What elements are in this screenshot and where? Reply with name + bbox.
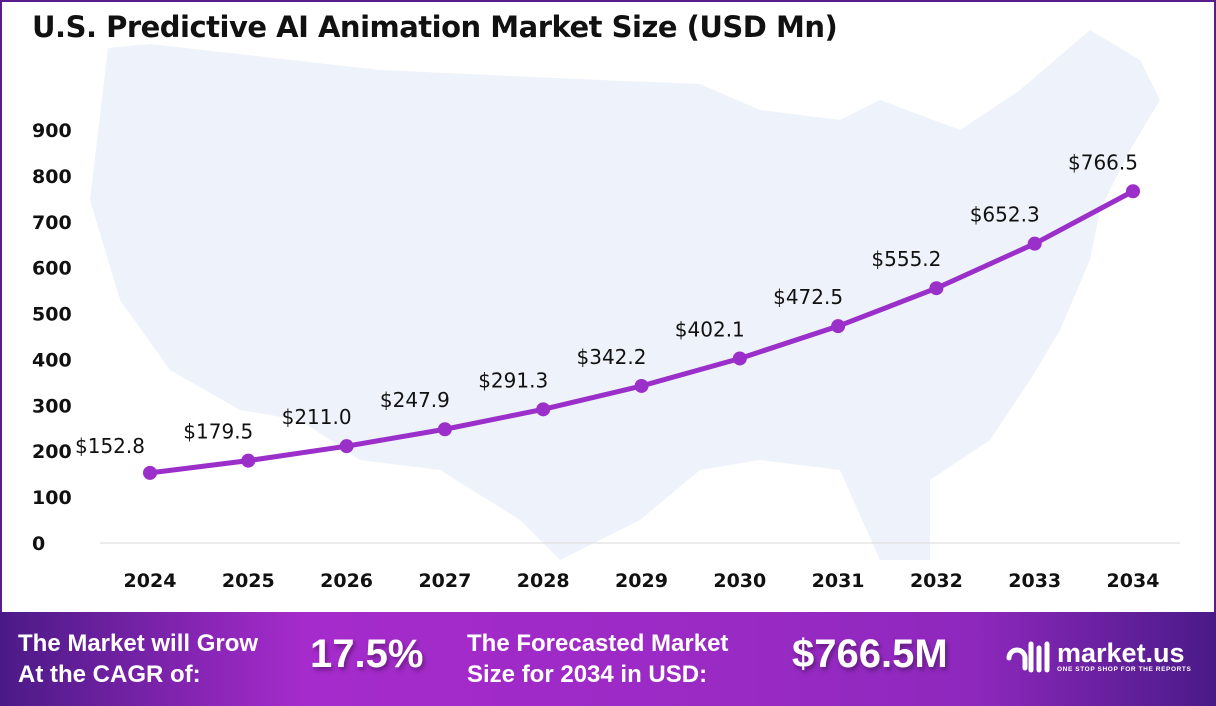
data-point (1027, 236, 1042, 251)
data-label: $211.0 (282, 405, 352, 429)
data-label: $555.2 (871, 247, 941, 271)
data-label: $402.1 (675, 317, 745, 341)
data-point (143, 465, 157, 480)
data-point (536, 402, 551, 417)
footer-banner: The Market will Grow At the CAGR of: 17.5… (0, 612, 1216, 706)
x-tick-label: 2026 (320, 570, 373, 592)
forecast-value: $766.5M (792, 632, 948, 676)
y-tick-label: 800 (32, 166, 72, 188)
y-tick-label: 400 (32, 349, 72, 371)
chart-title: U.S. Predictive AI Animation Market Size… (32, 10, 838, 44)
x-tick-label: 2030 (713, 570, 766, 592)
x-tick-label: 2029 (615, 570, 668, 592)
x-tick-label: 2024 (124, 570, 177, 592)
data-label: $179.5 (183, 420, 253, 444)
x-tick-label: 2028 (517, 570, 570, 592)
data-label: $152.8 (75, 434, 145, 458)
data-point (929, 281, 944, 296)
y-tick-label: 100 (32, 487, 72, 509)
data-point (1126, 184, 1140, 199)
data-point (831, 319, 846, 334)
chart-frame (0, 0, 1216, 612)
y-tick-label: 200 (32, 441, 72, 463)
data-point (634, 378, 649, 393)
x-tick-label: 2033 (1008, 570, 1061, 592)
data-point (339, 439, 354, 454)
x-tick-label: 2034 (1107, 570, 1160, 592)
y-tick-label: 500 (32, 304, 72, 326)
data-label: $291.3 (478, 368, 548, 392)
y-tick-label: 300 (32, 395, 72, 417)
forecast-label: The Forecasted Market Size for 2034 in US… (467, 630, 729, 688)
data-point (437, 422, 452, 437)
us-map-background (90, 30, 1160, 560)
data-label: $652.3 (970, 203, 1040, 227)
data-point (241, 453, 256, 468)
data-label: $342.2 (577, 345, 647, 369)
x-tick-label: 2027 (418, 570, 471, 592)
y-tick-label: 600 (32, 258, 72, 280)
y-tick-label: 900 (32, 120, 72, 142)
x-tick-label: 2025 (222, 570, 275, 592)
line-chart: 0 100 200 300 400 500 600 700 800 900 2024 2025 2026… (32, 30, 1180, 592)
x-tick-label: 2031 (812, 570, 865, 592)
cagr-value: 17.5% (310, 632, 424, 676)
y-tick-label: 0 (32, 533, 45, 555)
data-label: $472.5 (773, 285, 843, 309)
data-label: $247.9 (380, 388, 450, 412)
data-point (732, 351, 747, 366)
data-label: $766.5 (1068, 150, 1138, 174)
x-tick-label: 2032 (910, 570, 963, 592)
y-tick-label: 700 (32, 212, 72, 234)
market-us-logo: market.us ONE STOP SHOP FOR THE REPORTS (1005, 636, 1191, 676)
logo-icon (1006, 641, 1050, 673)
cagr-label: The Market will Grow At the CAGR of: (18, 630, 259, 688)
